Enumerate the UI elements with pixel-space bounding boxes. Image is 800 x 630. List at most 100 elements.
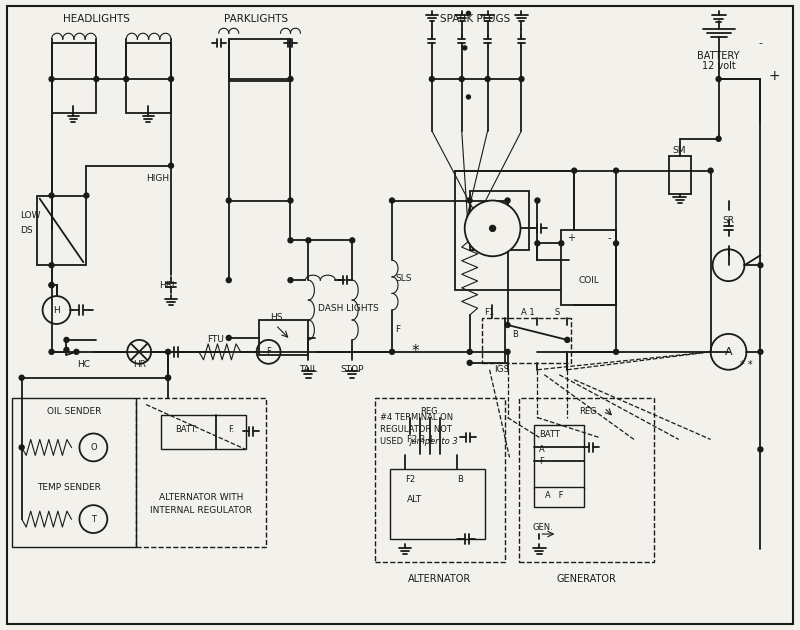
Text: T: T: [91, 515, 96, 524]
Bar: [390, 469, 485, 539]
Bar: [12, 398, 136, 547]
Circle shape: [49, 193, 54, 198]
Bar: [258, 320, 309, 355]
Circle shape: [226, 335, 231, 340]
Text: A   F: A F: [545, 491, 563, 500]
Text: #4 TERMINAL ON: #4 TERMINAL ON: [380, 413, 454, 422]
Text: BATT.: BATT.: [174, 425, 197, 434]
Circle shape: [306, 238, 311, 243]
Circle shape: [169, 163, 174, 168]
Text: * *: * *: [740, 360, 753, 370]
Text: ALTERNATOR WITH: ALTERNATOR WITH: [158, 493, 243, 501]
Text: INTERNAL REGULATOR: INTERNAL REGULATOR: [150, 506, 252, 515]
Circle shape: [226, 198, 231, 203]
Bar: [229, 39, 290, 81]
Text: A: A: [539, 445, 545, 454]
Circle shape: [758, 263, 763, 268]
Circle shape: [84, 193, 89, 198]
Text: LOW: LOW: [20, 211, 40, 220]
Text: S: S: [554, 307, 560, 316]
Circle shape: [708, 168, 713, 173]
Text: REG.: REG.: [420, 407, 440, 416]
Text: GENERATOR: GENERATOR: [556, 574, 616, 584]
Bar: [375, 398, 505, 562]
Circle shape: [490, 226, 495, 231]
Text: REG.: REG.: [579, 407, 599, 416]
Text: F1: F1: [485, 307, 494, 316]
Bar: [454, 171, 574, 290]
Text: DIS.: DIS.: [478, 234, 496, 243]
Text: HBI: HBI: [159, 280, 174, 290]
Text: SLS: SLS: [395, 273, 411, 283]
Bar: [519, 398, 654, 562]
Circle shape: [505, 198, 510, 203]
Circle shape: [467, 360, 472, 365]
Circle shape: [169, 77, 174, 81]
Text: -: -: [607, 233, 611, 243]
Text: USED: USED: [380, 437, 406, 446]
Circle shape: [390, 198, 394, 203]
Circle shape: [614, 168, 618, 173]
Text: REGULATOR NOT: REGULATOR NOT: [380, 425, 452, 434]
Circle shape: [535, 241, 540, 246]
Text: F: F: [539, 457, 544, 466]
Text: ALT: ALT: [407, 495, 422, 503]
Text: SM: SM: [672, 146, 686, 155]
Circle shape: [466, 11, 470, 15]
Text: SPARK PLUGS: SPARK PLUGS: [439, 14, 510, 25]
Text: PARKLIGHTS: PARKLIGHTS: [223, 14, 288, 25]
Bar: [534, 425, 584, 490]
Circle shape: [94, 77, 99, 81]
Bar: [126, 43, 171, 113]
Circle shape: [49, 77, 54, 81]
Text: BATT: BATT: [539, 430, 560, 439]
Bar: [562, 231, 616, 305]
Text: DASH LIGHTS: DASH LIGHTS: [318, 304, 379, 312]
Text: B: B: [457, 475, 462, 484]
Text: IGR: IGR: [470, 244, 486, 253]
Circle shape: [519, 77, 524, 81]
Text: F2: F2: [405, 475, 415, 484]
Circle shape: [166, 350, 170, 354]
Text: B: B: [513, 330, 518, 340]
Text: F: F: [266, 347, 271, 357]
Text: TEMP SENDER: TEMP SENDER: [37, 483, 101, 492]
Text: F.: F.: [228, 425, 234, 434]
Text: HS: HS: [270, 314, 283, 323]
Circle shape: [74, 350, 79, 354]
Text: H: H: [53, 306, 60, 314]
Text: OIL SENDER: OIL SENDER: [46, 407, 101, 416]
Circle shape: [288, 278, 293, 283]
Bar: [669, 156, 690, 193]
Circle shape: [124, 77, 129, 81]
Text: jumper to 3: jumper to 3: [410, 437, 458, 446]
Text: ALTERNATOR: ALTERNATOR: [408, 574, 471, 584]
Text: +: +: [769, 69, 780, 83]
Circle shape: [19, 375, 24, 381]
Bar: [37, 195, 86, 265]
Circle shape: [758, 350, 763, 354]
Text: TAIL: TAIL: [299, 365, 318, 374]
Bar: [470, 190, 530, 250]
Circle shape: [288, 77, 293, 81]
Text: +: +: [567, 233, 575, 243]
Circle shape: [49, 350, 54, 354]
Bar: [482, 318, 571, 363]
Circle shape: [505, 323, 510, 328]
Circle shape: [166, 375, 170, 381]
Circle shape: [19, 445, 24, 450]
Text: HIGH: HIGH: [146, 174, 170, 183]
Circle shape: [614, 241, 618, 246]
Bar: [51, 43, 96, 113]
Circle shape: [64, 347, 69, 352]
Circle shape: [288, 238, 293, 243]
Circle shape: [465, 200, 521, 256]
Bar: [534, 487, 584, 507]
Text: 12 volt: 12 volt: [702, 61, 735, 71]
Bar: [136, 398, 266, 547]
Bar: [161, 415, 246, 449]
Circle shape: [459, 77, 464, 81]
Circle shape: [350, 238, 354, 243]
Circle shape: [558, 241, 564, 246]
Circle shape: [49, 263, 54, 268]
